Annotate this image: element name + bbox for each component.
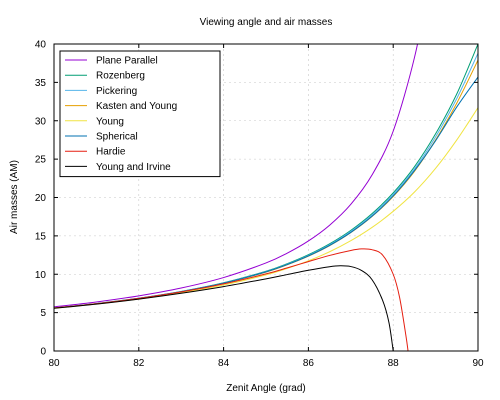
legend-label-young: Young xyxy=(96,116,124,127)
legend-label-young-and-irvine: Young and Irvine xyxy=(96,162,171,173)
legend-label-pickering: Pickering xyxy=(96,86,137,97)
y-axis-title: Air masses (AM) xyxy=(9,160,20,234)
series-line-plane-parallel xyxy=(54,44,419,308)
y-tick-label: 40 xyxy=(35,40,47,51)
x-tick-label: 84 xyxy=(218,358,230,369)
y-tick-label: 30 xyxy=(35,116,47,127)
y-tick-label: 10 xyxy=(35,270,47,281)
series-line-young-and-irvine xyxy=(54,265,394,351)
legend-label-plane-parallel: Plane Parallel xyxy=(96,56,158,67)
legend-label-spherical: Spherical xyxy=(96,132,138,143)
x-tick-label: 80 xyxy=(48,358,60,369)
legend-label-kasten-and-young: Kasten and Young xyxy=(96,101,177,112)
plot-series xyxy=(54,44,478,351)
y-tick-label: 25 xyxy=(35,155,47,166)
x-tick-label: 88 xyxy=(388,358,400,369)
legend-label-hardie: Hardie xyxy=(96,147,126,158)
x-axis-title: Zenit Angle (grad) xyxy=(226,383,306,394)
legend-label-rozenberg: Rozenberg xyxy=(96,71,145,82)
x-tick-label: 86 xyxy=(303,358,315,369)
y-tick-label: 20 xyxy=(35,193,47,204)
series-line-hardie xyxy=(54,248,409,351)
x-tick-label: 90 xyxy=(472,358,484,369)
legend-box xyxy=(59,50,221,178)
chart-title: Viewing angle and air masses xyxy=(200,17,333,28)
axes: 80 82 84 86 88 90 0 5 10 15 20 25 30 35 40 xyxy=(35,40,484,370)
legend: Plane Parallel Rozenberg Pickering Kasten a… xyxy=(59,50,221,178)
y-tick-label: 15 xyxy=(35,231,47,242)
x-tick-label: 82 xyxy=(133,358,145,369)
y-tick-label: 0 xyxy=(40,347,46,358)
y-tick-label: 5 xyxy=(40,308,46,319)
y-tick-label: 35 xyxy=(35,78,47,89)
